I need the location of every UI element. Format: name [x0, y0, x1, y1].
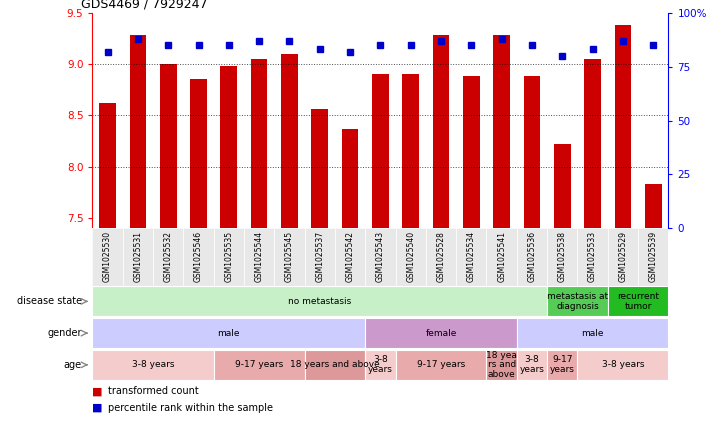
- Bar: [614, 25, 631, 228]
- Text: metastasis at
diagnosis: metastasis at diagnosis: [547, 292, 608, 311]
- Bar: [638, 228, 668, 286]
- Text: GSM1025539: GSM1025539: [648, 231, 658, 283]
- Text: GSM1025541: GSM1025541: [497, 231, 506, 282]
- Bar: [365, 350, 395, 380]
- Text: GSM1025531: GSM1025531: [134, 231, 142, 282]
- Text: GSM1025535: GSM1025535: [225, 231, 233, 283]
- Bar: [584, 59, 601, 228]
- Bar: [335, 228, 365, 286]
- Text: recurrent
tumor: recurrent tumor: [617, 292, 659, 311]
- Text: GSM1025530: GSM1025530: [103, 231, 112, 283]
- Bar: [426, 228, 456, 286]
- Text: GDS4469 / 7929247: GDS4469 / 7929247: [81, 0, 208, 10]
- Bar: [463, 77, 480, 228]
- Bar: [486, 228, 517, 286]
- Bar: [153, 228, 183, 286]
- Bar: [92, 228, 123, 286]
- Bar: [608, 286, 668, 316]
- Bar: [645, 184, 661, 228]
- Bar: [183, 228, 214, 286]
- Text: 9-17 years: 9-17 years: [417, 360, 465, 369]
- Text: GSM1025533: GSM1025533: [588, 231, 597, 283]
- Bar: [547, 286, 608, 316]
- Bar: [577, 228, 608, 286]
- Bar: [281, 54, 298, 228]
- Text: GSM1025534: GSM1025534: [467, 231, 476, 283]
- Bar: [517, 228, 547, 286]
- Text: GSM1025538: GSM1025538: [557, 231, 567, 282]
- Bar: [251, 59, 267, 228]
- Bar: [220, 66, 237, 228]
- Bar: [244, 228, 274, 286]
- Text: GSM1025537: GSM1025537: [315, 231, 324, 283]
- Bar: [311, 109, 328, 228]
- Bar: [214, 228, 244, 286]
- Text: male: male: [218, 329, 240, 338]
- Text: GSM1025543: GSM1025543: [376, 231, 385, 283]
- Text: GSM1025528: GSM1025528: [437, 231, 446, 282]
- Text: transformed count: transformed count: [108, 386, 199, 396]
- Text: GSM1025540: GSM1025540: [406, 231, 415, 283]
- Text: GSM1025536: GSM1025536: [528, 231, 536, 283]
- Text: GSM1025532: GSM1025532: [164, 231, 173, 282]
- Text: percentile rank within the sample: percentile rank within the sample: [108, 403, 273, 413]
- Bar: [100, 103, 116, 228]
- Bar: [402, 74, 419, 228]
- Bar: [365, 318, 517, 348]
- Text: GSM1025546: GSM1025546: [194, 231, 203, 283]
- Bar: [608, 228, 638, 286]
- Bar: [92, 350, 214, 380]
- Bar: [456, 228, 486, 286]
- Bar: [395, 350, 486, 380]
- Bar: [372, 74, 389, 228]
- Text: gender: gender: [47, 328, 82, 338]
- Bar: [190, 80, 207, 228]
- Bar: [577, 350, 668, 380]
- Text: ■: ■: [92, 403, 107, 413]
- Text: 18 years and above: 18 years and above: [290, 360, 380, 369]
- Text: 3-8 years: 3-8 years: [602, 360, 644, 369]
- Text: no metastasis: no metastasis: [288, 297, 351, 306]
- Bar: [304, 350, 365, 380]
- Text: 3-8
years: 3-8 years: [520, 355, 545, 374]
- Bar: [547, 350, 577, 380]
- Text: 3-8 years: 3-8 years: [132, 360, 174, 369]
- Bar: [486, 350, 517, 380]
- Text: GSM1025544: GSM1025544: [255, 231, 264, 283]
- Text: age: age: [64, 360, 82, 370]
- Text: GSM1025542: GSM1025542: [346, 231, 355, 282]
- Bar: [523, 77, 540, 228]
- Bar: [274, 228, 304, 286]
- Bar: [304, 228, 335, 286]
- Text: 9-17
years: 9-17 years: [550, 355, 574, 374]
- Bar: [365, 228, 395, 286]
- Text: 9-17 years: 9-17 years: [235, 360, 283, 369]
- Bar: [214, 350, 304, 380]
- Bar: [433, 35, 449, 228]
- Bar: [517, 318, 668, 348]
- Text: ■: ■: [92, 386, 107, 396]
- Text: GSM1025545: GSM1025545: [285, 231, 294, 283]
- Text: GSM1025529: GSM1025529: [619, 231, 627, 282]
- Bar: [517, 350, 547, 380]
- Bar: [123, 228, 153, 286]
- Bar: [554, 144, 571, 228]
- Bar: [92, 286, 547, 316]
- Text: 18 yea
rs and
above: 18 yea rs and above: [486, 351, 517, 379]
- Bar: [160, 64, 176, 228]
- Bar: [493, 35, 510, 228]
- Bar: [92, 318, 365, 348]
- Bar: [129, 35, 146, 228]
- Bar: [547, 228, 577, 286]
- Text: disease state: disease state: [16, 297, 82, 306]
- Bar: [342, 129, 358, 228]
- Bar: [395, 228, 426, 286]
- Text: 3-8
years: 3-8 years: [368, 355, 392, 374]
- Text: male: male: [582, 329, 604, 338]
- Text: female: female: [425, 329, 456, 338]
